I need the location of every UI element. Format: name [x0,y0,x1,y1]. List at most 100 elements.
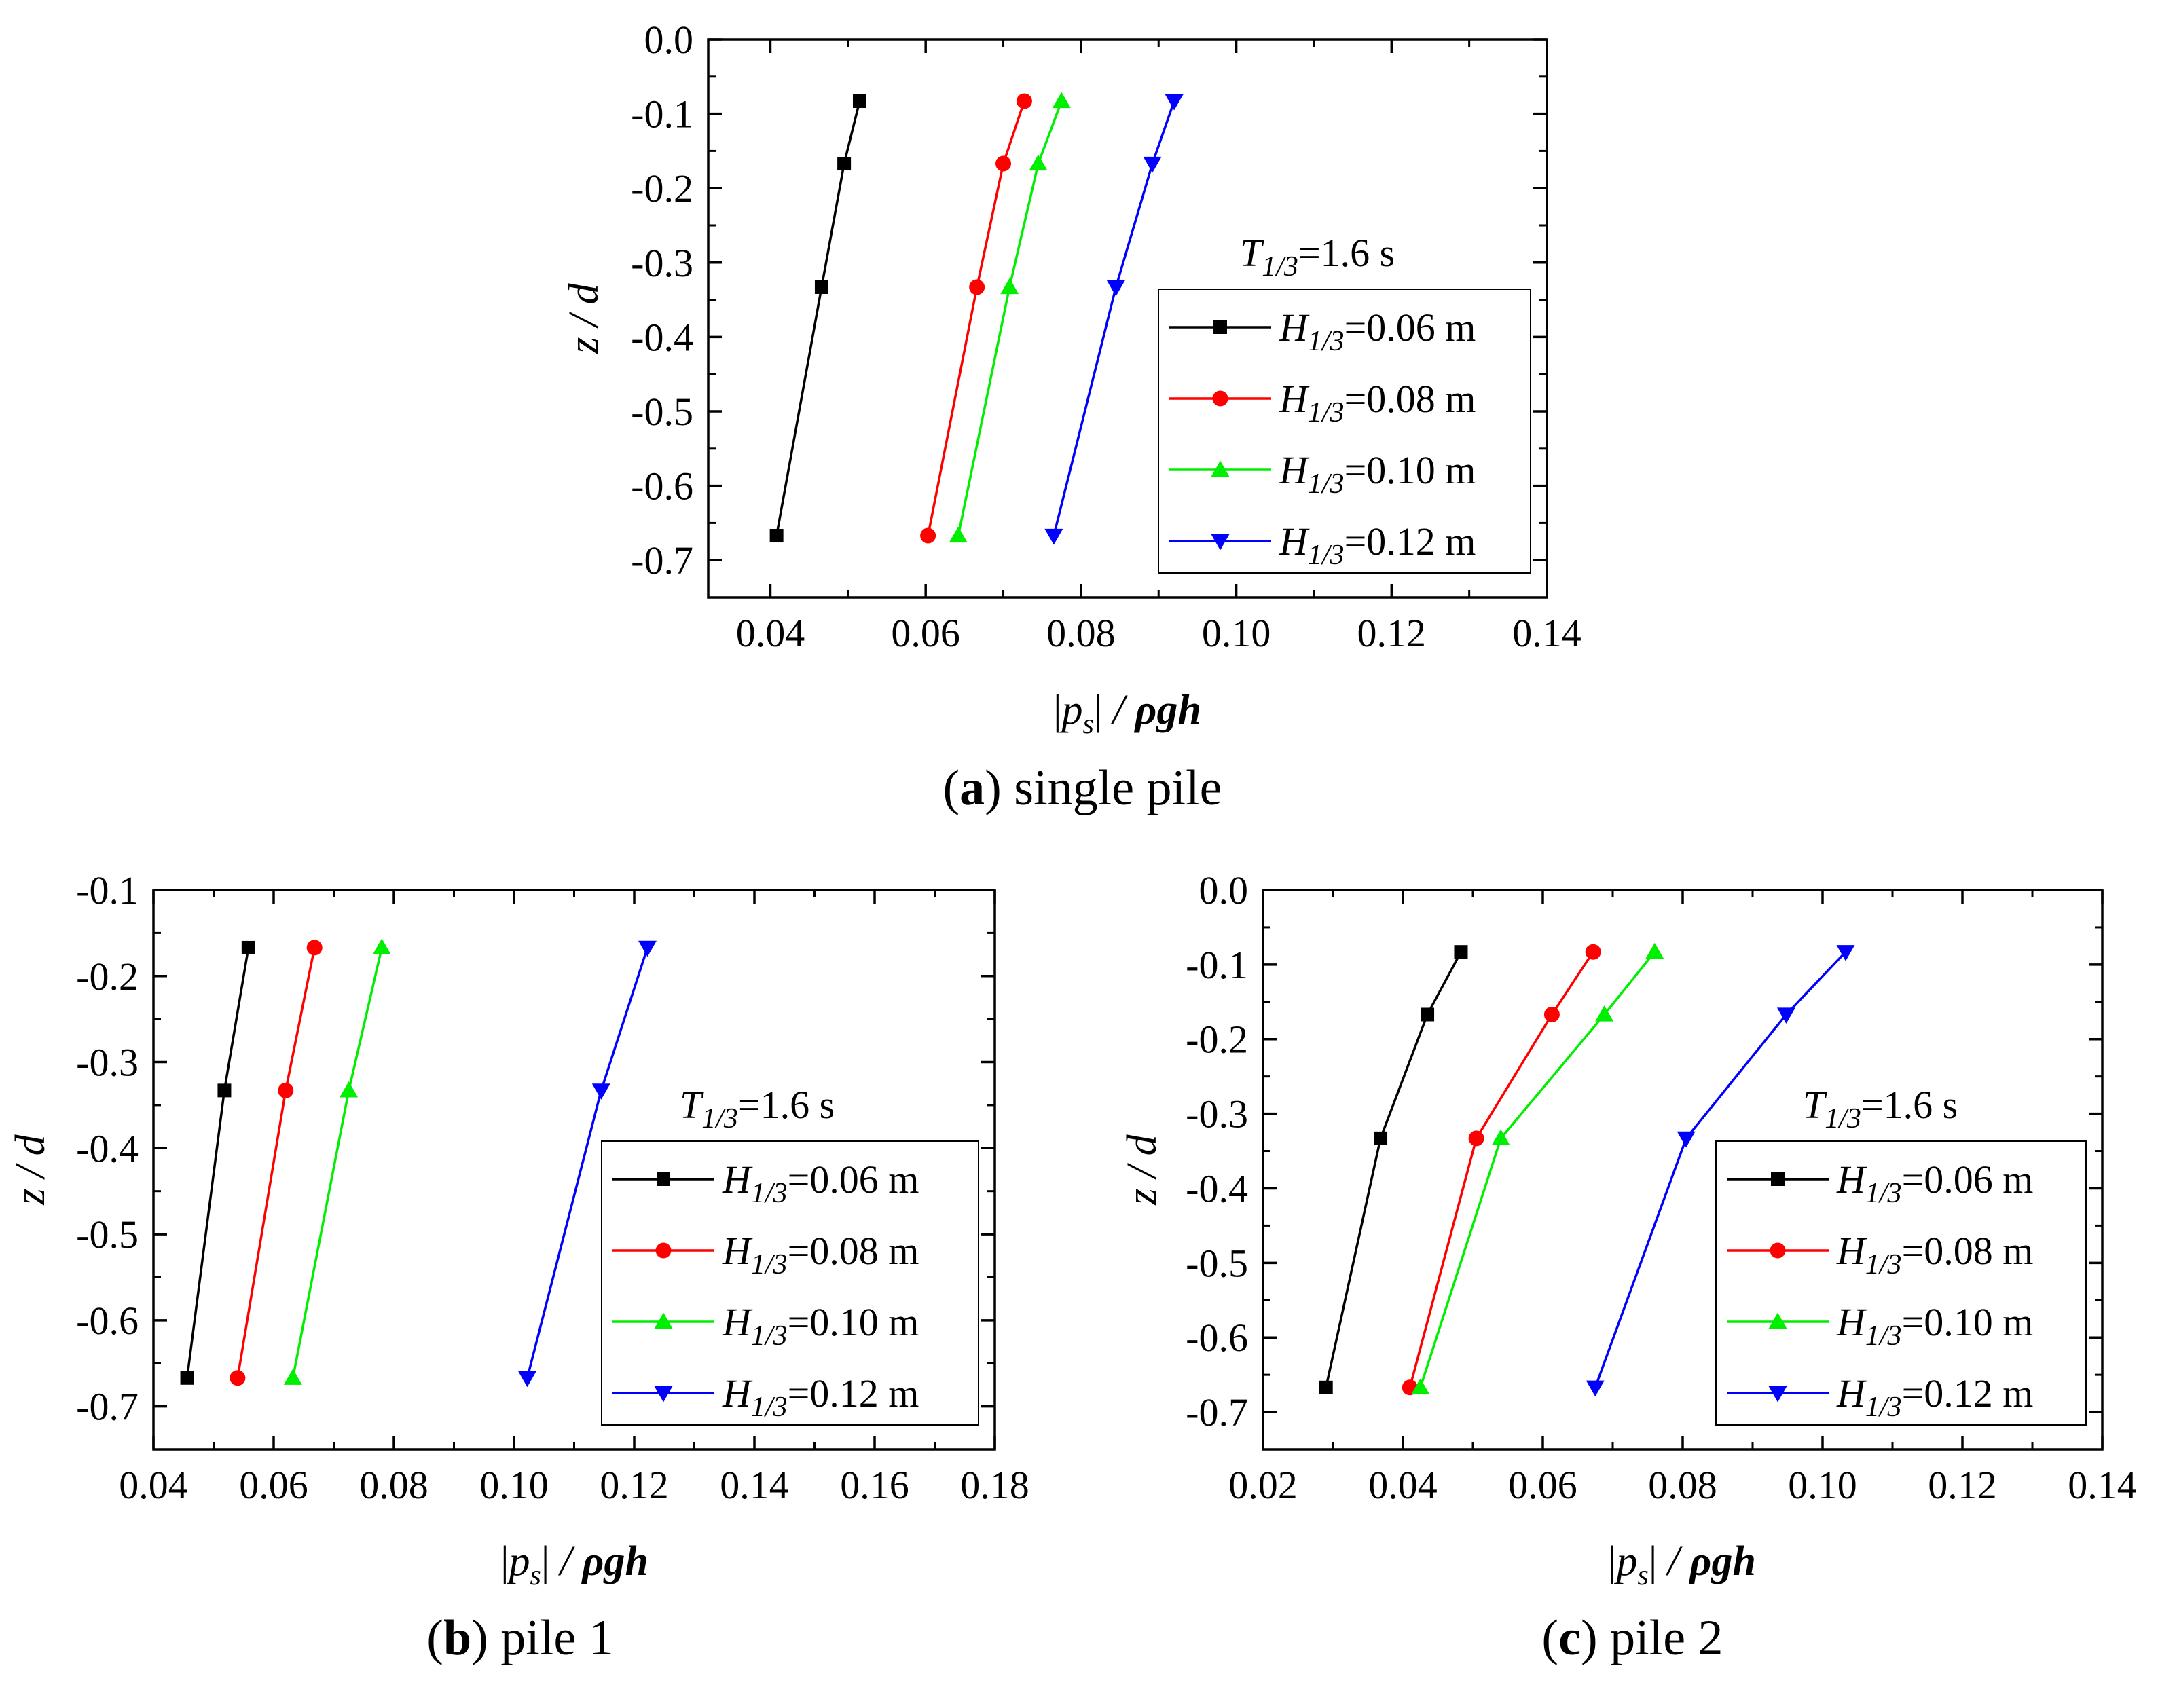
series-line [291,947,384,1379]
y-tick-label: -0.5 [1186,1241,1248,1285]
data-point [278,1082,294,1098]
legend-label: H1/3=0.12 m [1279,519,1476,571]
series-line [1053,100,1175,536]
legend-title-rest: =1.6 s [1298,231,1395,275]
y-tick-label: -0.3 [1186,1092,1248,1136]
y-label-z: z [1119,1189,1165,1206]
legend-label-H: H [722,1371,753,1415]
legend-marker [1212,390,1228,407]
caption-paren: ) [985,760,1014,816]
legend-label-sub: 1/3 [1308,326,1345,357]
legend-label-H: H [1836,1371,1867,1415]
legend-label-H: H [1279,377,1310,421]
legend-marker [1768,1312,1787,1329]
legend-label-sub: 1/3 [1865,1249,1902,1280]
y-tick-label: -0.1 [1186,943,1248,987]
legend-label-rest: =0.06 m [1902,1157,2034,1202]
caption-letter: c [1558,1610,1581,1666]
data-point [1106,280,1125,297]
series-1 [1402,944,1601,1396]
legend-marker [1211,534,1230,551]
x-tick-label: 0.04 [119,1463,188,1507]
data-point [1677,1131,1696,1148]
data-point [1595,1005,1614,1022]
series-1 [920,93,1032,544]
y-axis-label: z / d [7,1134,54,1205]
series-2 [283,938,391,1385]
series-line [957,100,1063,536]
y-axis-label: z / d [1119,1134,1165,1205]
series-3 [517,940,657,1388]
x-label-p: p [1613,1538,1637,1584]
x-label-sub: s [1637,1560,1648,1591]
x-tick-label: 0.10 [479,1463,549,1507]
legend-label-rest: =0.08 m [1345,377,1476,421]
data-point [1491,1129,1510,1145]
data-point [1836,945,1855,961]
data-point [1016,93,1032,109]
data-point [638,940,657,957]
data-point [217,1083,232,1098]
data-point [837,157,852,171]
y-tick-label: -0.1 [76,868,139,912]
data-point [949,526,968,543]
y-tick-label: -0.2 [631,166,693,210]
caption-paren: ) [1581,1610,1610,1666]
x-tick-label: 0.08 [1648,1463,1717,1507]
x-tick-label: 0.12 [600,1463,669,1507]
legend-label: H1/3=0.06 m [722,1157,919,1209]
x-label-bar: | [1094,687,1102,733]
caption-letter: b [443,1610,471,1666]
x-label-p: p [506,1538,530,1584]
legend-title-T: T [1240,231,1264,275]
data-point [852,94,866,108]
caption-text: pile 1 [500,1610,613,1666]
x-label-slash: / [1102,687,1135,733]
caption-paren: ( [943,760,959,816]
data-point [1044,528,1063,545]
panel-caption: (b) pile 1 [426,1610,613,1666]
data-point [1645,942,1664,959]
legend-label-rest: =0.10 m [1902,1300,2034,1344]
legend-label: H1/3=0.06 m [1836,1157,2033,1209]
caption-text: single pile [1014,760,1222,816]
series-line [775,100,861,536]
y-label-z: z [561,337,607,354]
data-point [1543,1006,1560,1022]
y-tick-label: -0.2 [76,954,139,999]
data-point [180,1371,194,1385]
legend-label-sub: 1/3 [1308,397,1345,428]
legend-label-rest: =0.08 m [788,1229,919,1273]
y-axis-label: z / d [561,282,607,354]
legend-label: H1/3=0.10 m [1279,448,1476,500]
panel-c: 0.02 0.04 0.06 0.08 0.10 0.12 0.14 0.0 -0.1 -0.2 -… [1119,868,2137,1666]
y-tick-label: -0.7 [631,538,693,582]
y-tick-label: -0.7 [76,1385,139,1429]
series-2 [949,92,1071,543]
legend-label-rest: =0.10 m [788,1300,919,1344]
data-point [1454,945,1468,959]
legend-label-rest: =0.08 m [1902,1229,2034,1273]
legend-box [1158,289,1531,574]
data-point [1468,1130,1484,1147]
data-point [995,155,1012,172]
y-tick-label: -0.6 [631,464,693,508]
series-0 [180,940,255,1385]
x-tick-label: 0.04 [736,611,805,655]
legend-label-H: H [1836,1300,1867,1344]
legend-label-rest: =0.10 m [1345,448,1476,492]
y-tick-label: -0.3 [631,241,693,285]
legend-marker [657,1172,670,1186]
x-label-slash: / [549,1538,582,1584]
series-3 [1586,945,1855,1397]
data-point [517,1371,536,1388]
series-0 [1319,945,1468,1394]
x-label-bar: | [500,1538,509,1584]
legend-box [601,1140,979,1426]
panel-caption: (a) single pile [943,760,1222,816]
legend-label-sub: 1/3 [751,1249,788,1280]
legend-label: H1/3=0.08 m [1836,1229,2033,1280]
caption-letter: a [959,760,985,816]
y-tick-label: -0.4 [631,315,693,359]
